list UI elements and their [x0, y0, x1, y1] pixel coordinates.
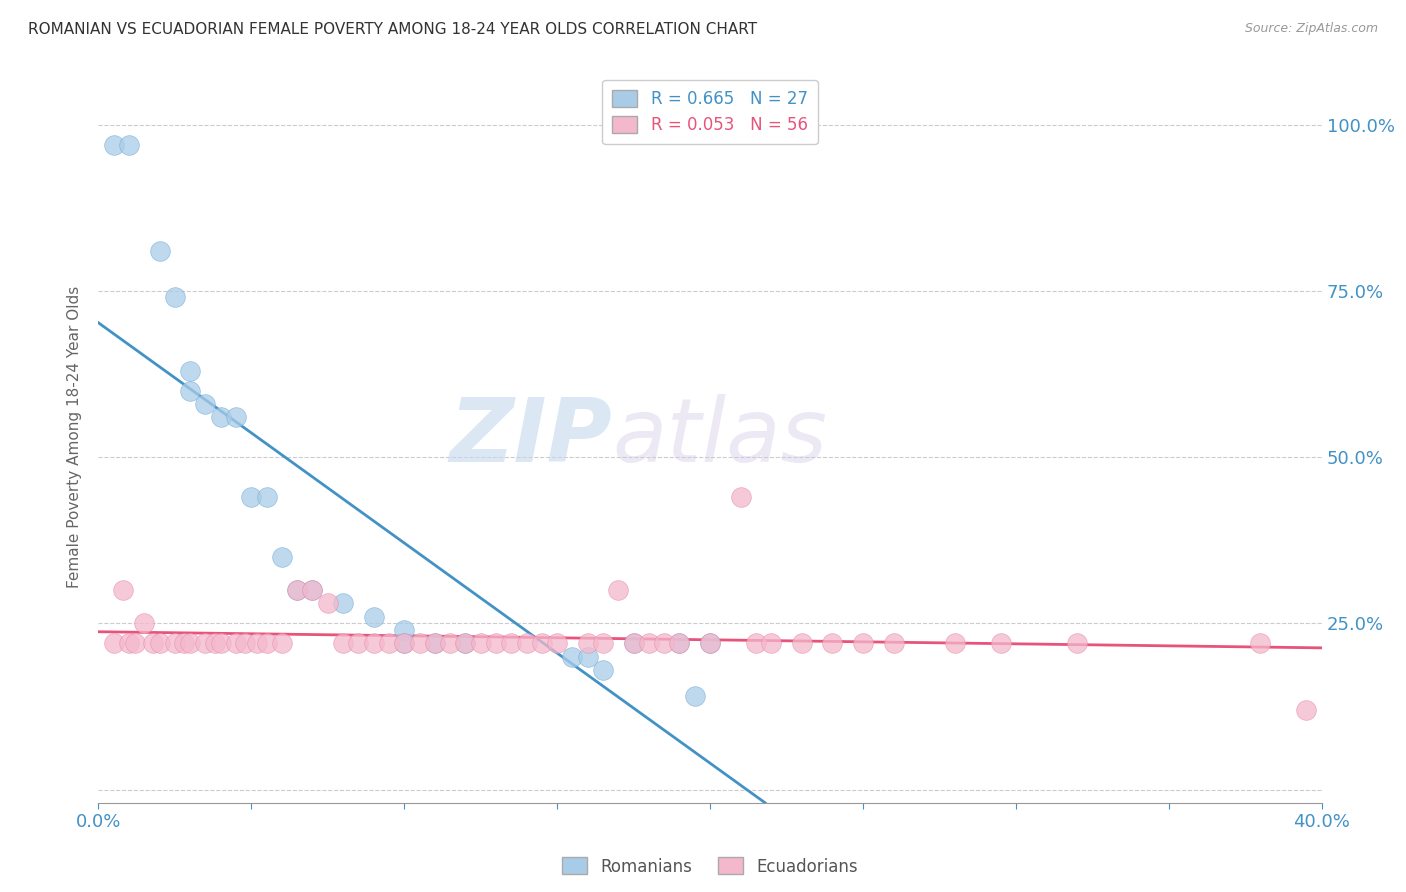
- Point: [699, 636, 721, 650]
- Point: [240, 490, 263, 504]
- Point: [576, 636, 599, 650]
- Point: [246, 636, 269, 650]
- Point: [592, 663, 614, 677]
- Point: [485, 636, 508, 650]
- Point: [607, 582, 630, 597]
- Point: [225, 410, 247, 425]
- Point: [668, 636, 690, 650]
- Text: ZIP: ZIP: [450, 393, 612, 481]
- Point: [470, 636, 492, 650]
- Point: [423, 636, 446, 650]
- Point: [652, 636, 675, 650]
- Point: [118, 137, 141, 152]
- Point: [668, 636, 690, 650]
- Point: [392, 623, 416, 637]
- Point: [1295, 703, 1317, 717]
- Legend: Romanians, Ecuadorians: Romanians, Ecuadorians: [555, 851, 865, 882]
- Point: [408, 636, 430, 650]
- Point: [179, 636, 201, 650]
- Point: [501, 636, 523, 650]
- Point: [142, 636, 165, 650]
- Point: [1249, 636, 1271, 650]
- Point: [378, 636, 401, 650]
- Point: [256, 636, 278, 650]
- Point: [285, 582, 308, 597]
- Point: [103, 636, 125, 650]
- Point: [124, 636, 146, 650]
- Point: [852, 636, 875, 650]
- Point: [194, 397, 217, 411]
- Point: [1066, 636, 1088, 650]
- Point: [194, 636, 217, 650]
- Point: [516, 636, 538, 650]
- Point: [363, 636, 385, 650]
- Point: [423, 636, 446, 650]
- Point: [699, 636, 721, 650]
- Point: [439, 636, 461, 650]
- Point: [623, 636, 645, 650]
- Point: [347, 636, 370, 650]
- Point: [546, 636, 568, 650]
- Point: [530, 636, 553, 650]
- Point: [943, 636, 966, 650]
- Point: [316, 596, 339, 610]
- Point: [225, 636, 247, 650]
- Point: [454, 636, 477, 650]
- Point: [790, 636, 813, 650]
- Point: [392, 636, 416, 650]
- Text: atlas: atlas: [612, 394, 827, 480]
- Point: [111, 582, 134, 597]
- Point: [363, 609, 385, 624]
- Point: [134, 616, 156, 631]
- Point: [270, 549, 292, 564]
- Point: [173, 636, 195, 650]
- Point: [561, 649, 583, 664]
- Point: [623, 636, 645, 650]
- Point: [576, 649, 599, 664]
- Point: [745, 636, 768, 650]
- Point: [821, 636, 844, 650]
- Point: [637, 636, 661, 650]
- Point: [179, 384, 201, 398]
- Point: [301, 582, 323, 597]
- Point: [285, 582, 308, 597]
- Point: [103, 137, 125, 152]
- Text: ROMANIAN VS ECUADORIAN FEMALE POVERTY AMONG 18-24 YEAR OLDS CORRELATION CHART: ROMANIAN VS ECUADORIAN FEMALE POVERTY AM…: [28, 22, 758, 37]
- Point: [163, 636, 186, 650]
- Point: [592, 636, 614, 650]
- Point: [332, 596, 354, 610]
- Point: [301, 582, 323, 597]
- Point: [118, 636, 141, 650]
- Point: [990, 636, 1012, 650]
- Y-axis label: Female Poverty Among 18-24 Year Olds: Female Poverty Among 18-24 Year Olds: [67, 286, 83, 588]
- Point: [392, 636, 416, 650]
- Point: [149, 636, 172, 650]
- Point: [209, 636, 232, 650]
- Point: [256, 490, 278, 504]
- Point: [163, 290, 186, 304]
- Point: [454, 636, 477, 650]
- Point: [149, 244, 172, 258]
- Point: [730, 490, 752, 504]
- Point: [209, 410, 232, 425]
- Point: [270, 636, 292, 650]
- Point: [683, 690, 706, 704]
- Point: [332, 636, 354, 650]
- Point: [883, 636, 905, 650]
- Text: Source: ZipAtlas.com: Source: ZipAtlas.com: [1244, 22, 1378, 36]
- Point: [204, 636, 226, 650]
- Point: [759, 636, 782, 650]
- Point: [179, 363, 201, 377]
- Point: [233, 636, 256, 650]
